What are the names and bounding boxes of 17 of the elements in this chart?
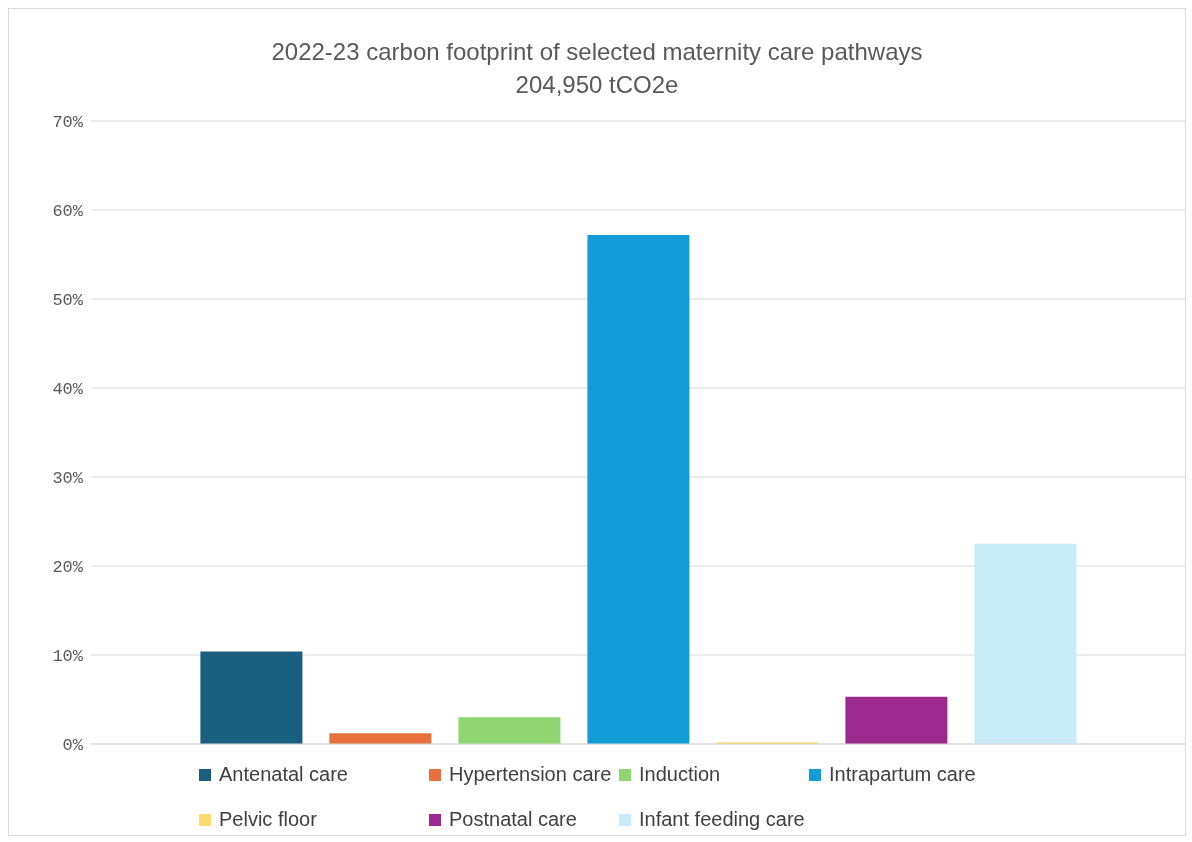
y-tick-label: 60% — [52, 202, 84, 222]
legend-label: Pelvic floor — [219, 808, 317, 831]
y-tick-label: 0% — [62, 736, 84, 756]
y-tick-label: 40% — [52, 380, 84, 400]
legend-label: Hypertension care — [449, 763, 612, 786]
legend-label: Intrapartum care — [829, 763, 976, 786]
legend-label: Infant feeding care — [639, 808, 805, 831]
chart-title: 2022-23 carbon footprint of selected maternity care pathways — [270, 37, 924, 67]
legend-label: Induction — [639, 763, 721, 786]
chart-subtitle: 204,950 tCO2e — [514, 70, 680, 100]
y-tick-label: 20% — [52, 558, 84, 578]
y-tick-label: 10% — [52, 647, 84, 667]
y-tick-label: 50% — [52, 291, 84, 311]
y-tick-label: 30% — [52, 469, 84, 489]
y-tick-label: 70% — [52, 113, 84, 133]
legend-label: Postnatal care — [449, 808, 577, 831]
legend-label: Antenatal care — [219, 763, 348, 786]
